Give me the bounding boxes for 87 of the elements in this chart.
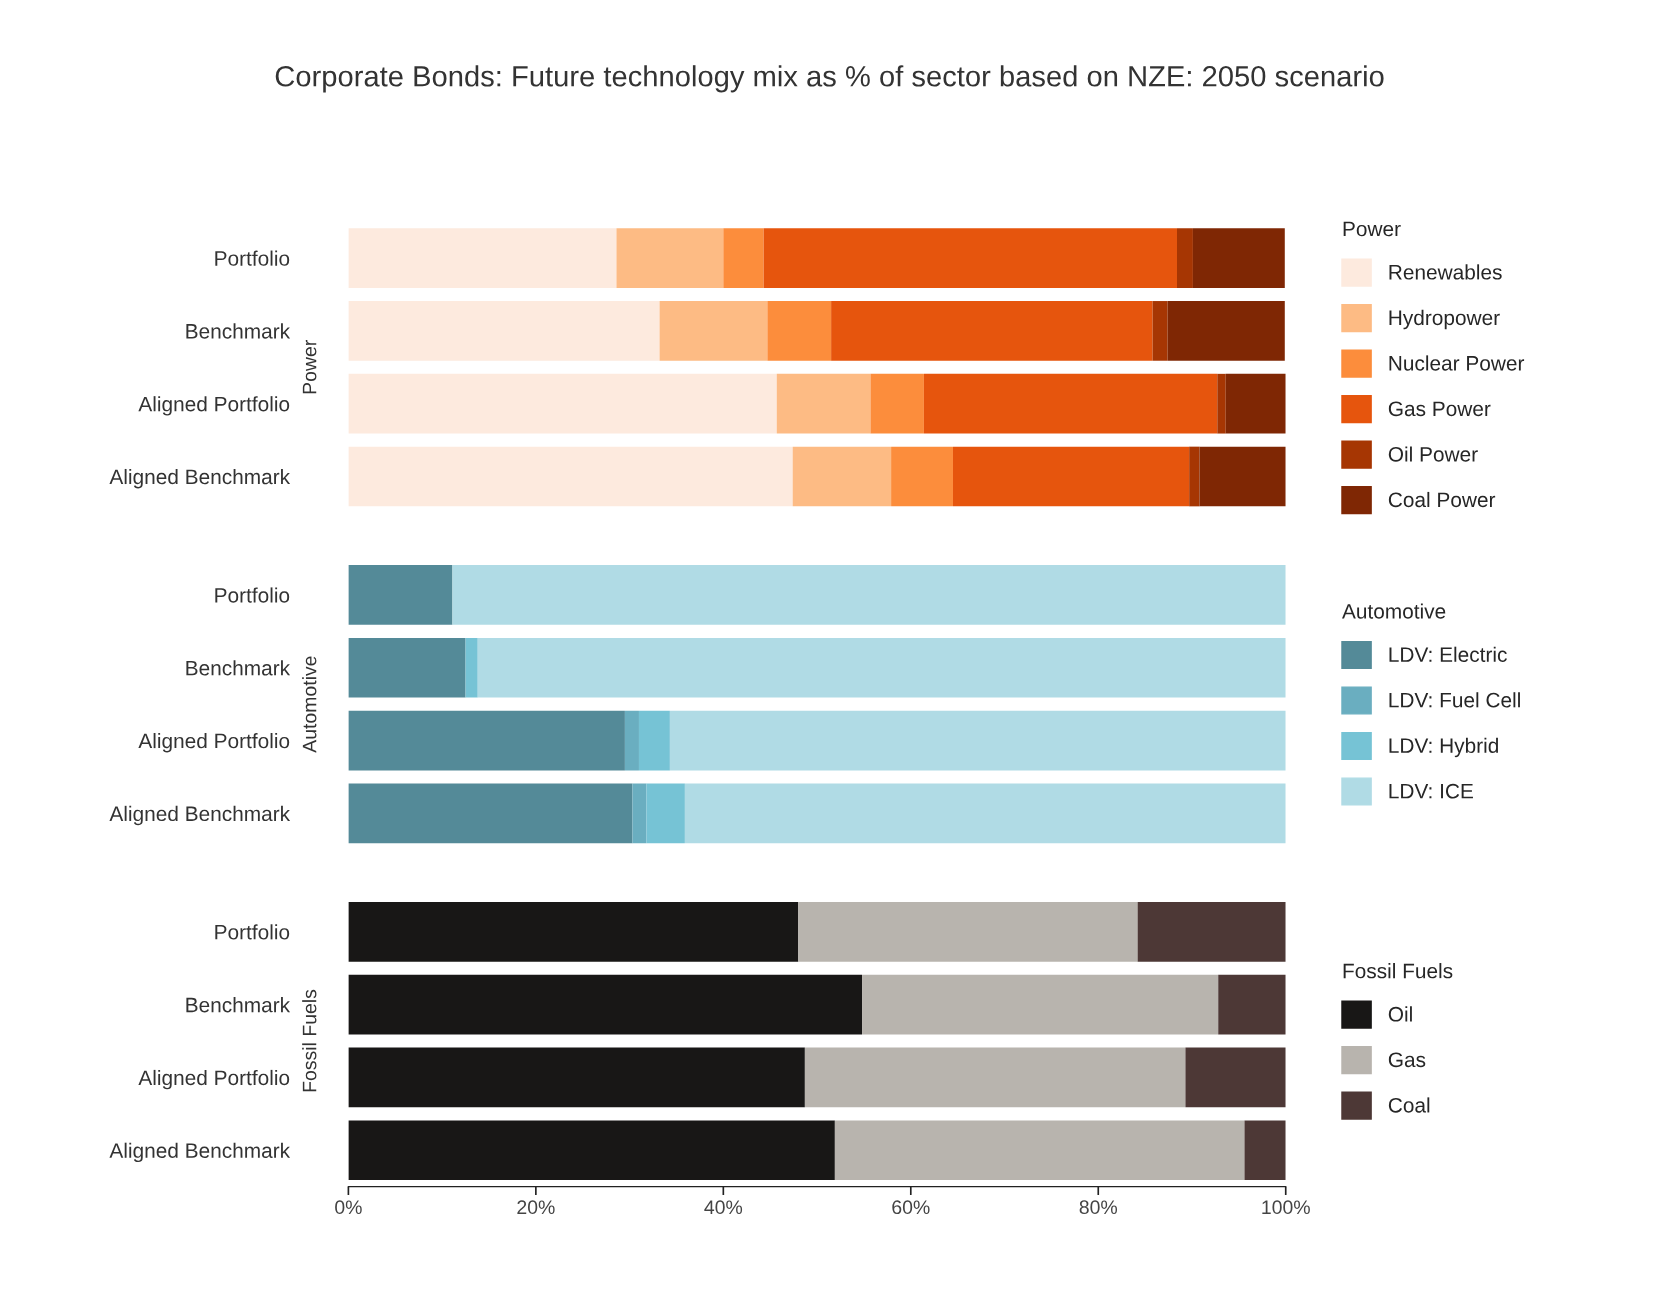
- bar: [776, 373, 871, 434]
- legend-label: LDV: Hybrid: [1389, 737, 1498, 758]
- x-tick-label: 60%: [892, 1200, 930, 1215]
- bar: [1152, 301, 1168, 361]
- bar: [348, 1047, 805, 1108]
- x-tick-label: 100%: [1262, 1200, 1310, 1215]
- bar: [348, 565, 453, 625]
- bar: [1167, 301, 1285, 361]
- bar: [684, 783, 1286, 844]
- bar: [632, 783, 647, 844]
- legend-label: Coal Power: [1388, 491, 1496, 508]
- bar: [348, 373, 777, 434]
- bar: [348, 783, 633, 844]
- x-tick-label: 40%: [704, 1200, 743, 1215]
- legend-label: LDV: ICE: [1389, 783, 1473, 799]
- bar: [348, 710, 625, 771]
- legend-label: Oil Power: [1388, 446, 1478, 462]
- y-tick-label: Aligned Portfolio: [138, 1069, 290, 1090]
- legend-label: Gas Power: [1388, 401, 1491, 417]
- bar: [348, 1120, 835, 1181]
- bar: [1199, 446, 1286, 507]
- legend-title: Fossil Fuels: [1343, 963, 1453, 979]
- y-tick-label: Aligned Benchmark: [109, 468, 291, 489]
- bar: [1137, 901, 1286, 962]
- bar: [477, 637, 1286, 698]
- y-tick-label: Benchmark: [186, 997, 291, 1013]
- bar: [763, 228, 1177, 288]
- bar: [834, 1120, 1245, 1181]
- legend-label: Nuclear Power: [1389, 355, 1525, 371]
- bar: [891, 446, 953, 507]
- bar: [952, 446, 1190, 507]
- y-axis-title: Fossil Fuels: [302, 989, 317, 1092]
- bar: [1192, 228, 1285, 288]
- y-axis-title: Power: [302, 340, 317, 394]
- legend-title: Automotive: [1342, 603, 1446, 619]
- bar: [624, 710, 639, 771]
- bar: [348, 637, 466, 698]
- y-tick-label: Aligned Benchmark: [109, 1142, 291, 1163]
- y-tick-label: Portfolio: [215, 924, 290, 940]
- legend-label: LDV: Electric: [1389, 646, 1507, 662]
- y-tick-label: Portfolio: [215, 587, 290, 603]
- bar: [669, 710, 1286, 771]
- bar: [465, 637, 478, 698]
- y-tick-label: Portfolio: [215, 250, 290, 266]
- bar: [659, 301, 768, 361]
- bar: [923, 373, 1218, 434]
- x-tick-label: 80%: [1079, 1200, 1118, 1215]
- bar: [870, 373, 924, 434]
- y-tick-label: Benchmark: [186, 660, 291, 676]
- y-tick-label: Aligned Portfolio: [138, 733, 290, 753]
- bar: [798, 901, 1138, 962]
- bar: [1218, 974, 1286, 1035]
- bar: [792, 446, 892, 507]
- legend-label: Hydropower: [1389, 309, 1500, 330]
- bar: [1217, 373, 1226, 434]
- bar: [862, 974, 1219, 1035]
- y-tick-label: Aligned Portfolio: [138, 396, 290, 416]
- x-tick-label: 0%: [335, 1200, 362, 1215]
- bar: [646, 783, 685, 844]
- bar: [831, 301, 1153, 361]
- bar: [348, 901, 799, 962]
- bar: [638, 710, 670, 771]
- x-tick-label: 20%: [517, 1200, 555, 1215]
- bar: [348, 974, 863, 1035]
- legend-label: Oil: [1388, 1006, 1412, 1022]
- y-tick-label: Benchmark: [186, 323, 291, 339]
- bar: [767, 301, 832, 361]
- legend-title: Power: [1343, 221, 1401, 237]
- bar: [1225, 373, 1286, 434]
- y-axis-title: Automotive: [302, 656, 317, 753]
- bar: [1244, 1120, 1286, 1181]
- bar: [723, 228, 764, 288]
- bar: [348, 301, 660, 361]
- legend-label: Renewables: [1389, 264, 1502, 280]
- legend-label: Coal: [1388, 1097, 1430, 1113]
- bar: [804, 1047, 1186, 1108]
- bar: [348, 446, 793, 507]
- y-tick-label: Aligned Benchmark: [109, 805, 291, 826]
- bar: [1189, 446, 1200, 507]
- legend-label: LDV: Fuel Cell: [1389, 692, 1520, 708]
- legend-label: Gas: [1388, 1052, 1426, 1068]
- bar: [1176, 228, 1193, 288]
- bar: [452, 565, 1286, 625]
- bar: [616, 228, 724, 288]
- chart-title: Corporate Bonds: Future technology mix as % of sector based on NZE: 2050 scenario: [275, 65, 1384, 93]
- bar: [1185, 1047, 1286, 1108]
- bar: [348, 228, 617, 288]
